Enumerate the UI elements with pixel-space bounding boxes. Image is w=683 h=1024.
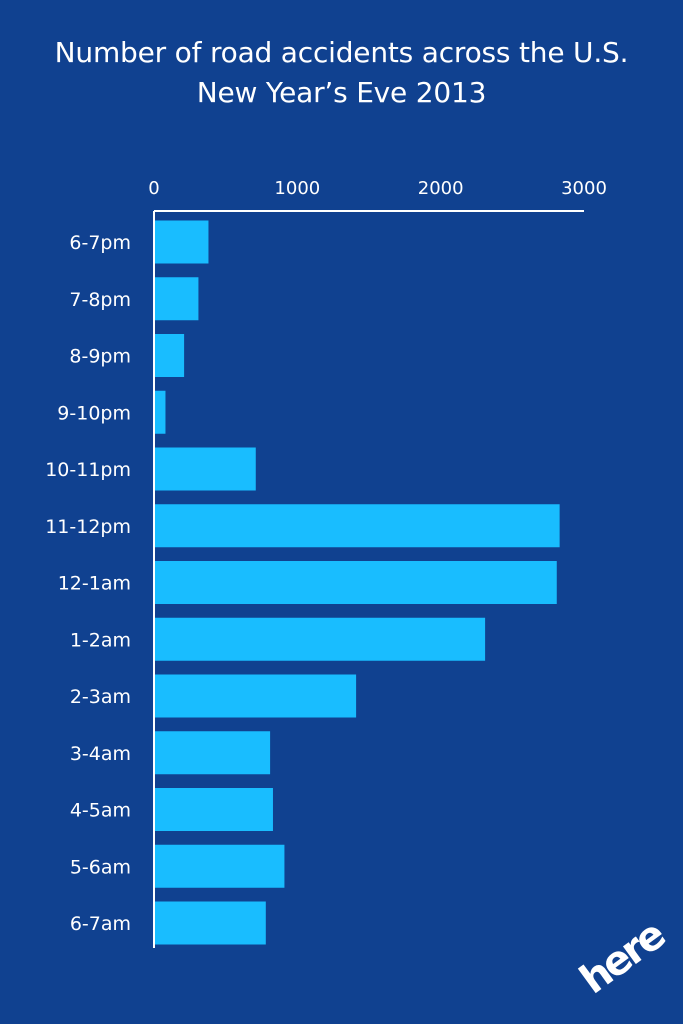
y-category-label: 8-9pm [69,346,131,368]
y-category-label: 7-8pm [69,289,131,311]
y-category-label: 1-2am [70,629,131,651]
x-tick-label: 0 [148,178,159,199]
y-category-label: 6-7pm [69,232,131,254]
bar [155,390,166,434]
bar [155,447,256,491]
y-category-label: 6-7am [70,913,131,935]
bar [155,844,285,888]
bar [155,731,271,775]
bar [155,561,557,604]
bar [155,277,199,321]
bar [155,617,486,661]
chart-title-line-1: Number of road accidents across the U.S. [54,36,629,69]
y-category-label: 3-4am [70,743,131,765]
y-category-label: 2-3am [70,686,131,708]
x-tick-label: 3000 [561,178,607,199]
bar [155,334,185,377]
bar [155,220,209,264]
bar [155,901,266,945]
bar [155,504,560,548]
x-tick-label: 1000 [274,178,320,199]
y-category-label: 9-10pm [57,402,131,424]
y-category-label: 11-12pm [45,516,131,538]
bar [155,788,273,831]
chart-title-line-2: New Year’s Eve 2013 [196,76,487,109]
y-category-label: 10-11pm [45,459,131,481]
bar [155,674,357,718]
y-category-label: 5-6am [70,856,131,878]
y-category-label: 4-5am [70,800,131,822]
x-tick-label: 2000 [418,178,464,199]
y-category-label: 12-1am [58,573,131,595]
